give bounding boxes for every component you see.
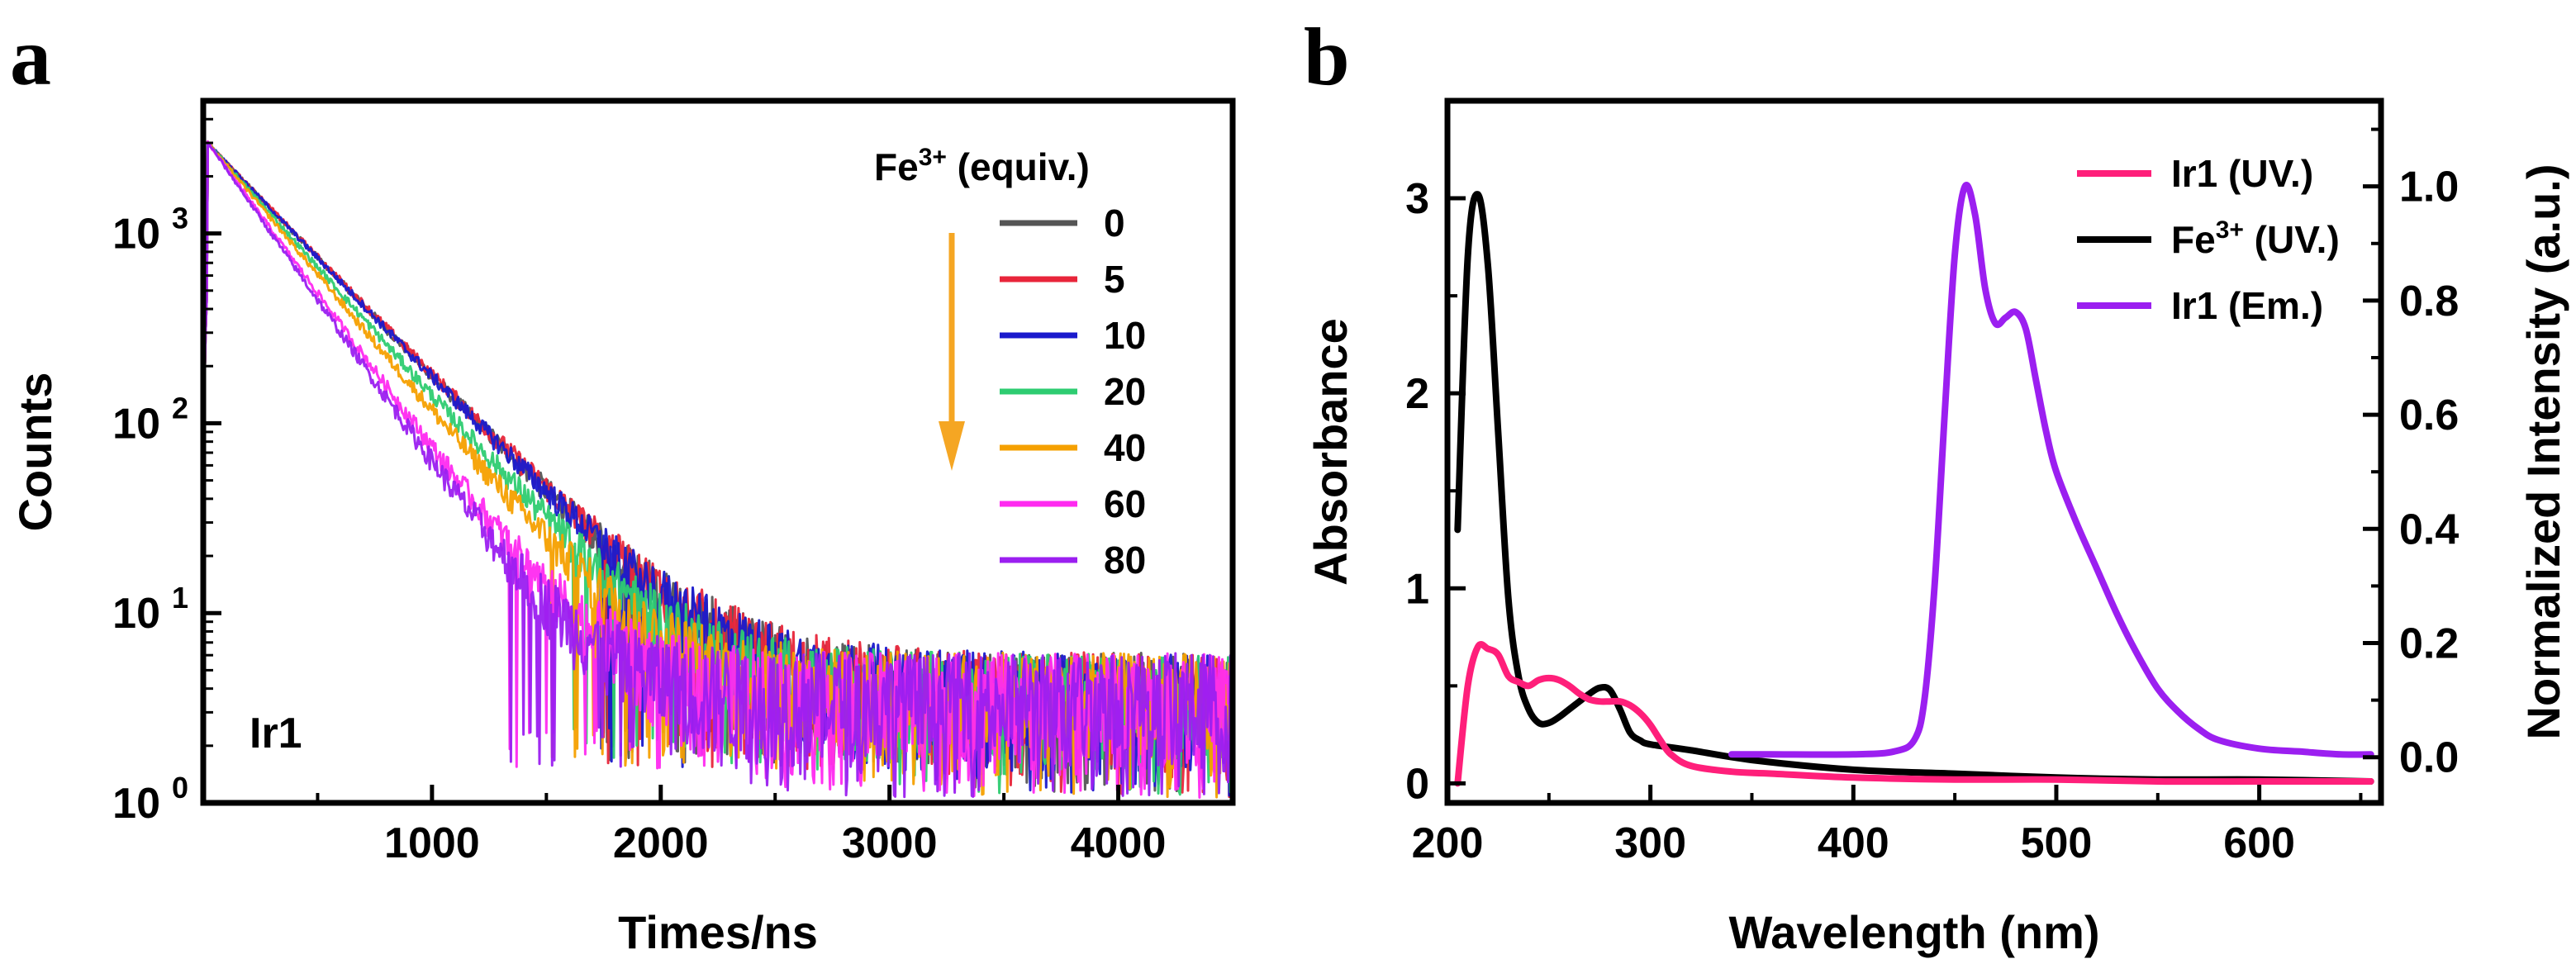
panel-label-a: a — [10, 11, 51, 102]
panel-a-x-ticks: 1000 2000 3000 4000 — [316, 785, 1167, 867]
panel-b-legend: Ir1 (UV.) Fe3+ (UV.) Ir1 (Em.) — [2077, 152, 2340, 327]
panel-a-legend-label-0: 0 — [1104, 202, 1125, 244]
panel-b-x-tick-label: 600 — [2223, 819, 2295, 867]
panel-b-y-tick-label: 1 — [1405, 565, 1429, 613]
panel-b-x-tick-label: 200 — [1412, 819, 1484, 867]
panel-a-series-group — [203, 140, 1233, 803]
panel-a-x-axis-title: Times/ns — [618, 906, 818, 958]
panel-b-right-y-tick-label: 1.0 — [2399, 164, 2459, 211]
panel-b-series-ir1-em-line — [1728, 182, 2374, 758]
panel-b-y-ticks: 0 1 2 3 — [1405, 175, 1466, 808]
panel-a-y-tick-exponent: 2 — [172, 391, 188, 425]
panel-b-series-group — [1454, 182, 2374, 787]
panel-b-right-y-tick-label: 0.2 — [2399, 620, 2459, 668]
panel-a-annotation-ir1: Ir1 — [250, 710, 302, 757]
panel-b-x-tick-label: 400 — [1818, 819, 1889, 867]
panel-a-y-tick-exponent: 0 — [172, 771, 188, 805]
panel-a-y-tick-label: 10 — [112, 211, 160, 259]
panel-a-legend-label-20: 20 — [1104, 370, 1146, 413]
panel-a-y-tick-exponent: 1 — [172, 581, 188, 615]
panel-a-y-tick-label: 10 — [112, 780, 160, 828]
panel-b-frame — [1444, 97, 2384, 806]
panel-a-y-tick-label: 10 — [112, 400, 160, 448]
panel-a-x-tick-label: 1000 — [384, 819, 480, 867]
panel-b-right-y-ticks: 0.0 0.2 0.4 0.6 0.8 1.0 — [2363, 127, 2459, 782]
panel-a-legend-title: Fe3+ (equiv.) — [874, 144, 1090, 188]
panel-label-b: b — [1304, 11, 1350, 102]
panel-b-y-tick-label: 3 — [1405, 175, 1429, 223]
panel-b-right-y-axis-title: Normalized Intensity (a.u.) — [2517, 164, 2569, 740]
panel-b-legend-label: Fe3+ (UV.) — [2171, 216, 2340, 261]
arrow-head — [939, 421, 965, 471]
panel-a-legend-label-80: 80 — [1104, 539, 1146, 582]
panel-b-y-tick-label: 0 — [1405, 760, 1429, 808]
panel-a-x-tick-label: 3000 — [842, 819, 938, 867]
panel-b-x-ticks: 200 300 400 500 600 — [1412, 785, 2363, 867]
panel-b-y-axis-title: Absorbance — [1305, 318, 1357, 586]
panel-b-legend-label: Ir1 (UV.) — [2171, 152, 2313, 195]
panel-a-chart: 1000 2000 3000 4000 10 0 10 1 10 2 10 3 Times/ns C… — [9, 97, 1236, 958]
panel-b-right-y-tick-label: 0.8 — [2399, 278, 2459, 325]
panel-b-x-tick-label: 300 — [1614, 819, 1686, 867]
decreasing-arrow-icon — [939, 233, 965, 471]
panel-a-y-tick-label: 10 — [112, 590, 160, 638]
panel-a-x-tick-label: 4000 — [1071, 819, 1167, 867]
panel-a-series-80-line — [203, 141, 1233, 803]
panel-a-y-ticks: 10 0 10 1 10 2 10 3 — [112, 99, 221, 828]
panel-a-x-tick-label: 2000 — [613, 819, 709, 867]
panel-a-legend: 0 5 10 20 40 60 80 — [1000, 202, 1146, 582]
panel-b-x-tick-label: 500 — [2021, 819, 2093, 867]
panel-a-legend-label-40: 40 — [1104, 426, 1146, 469]
panel-a-legend-label-60: 60 — [1104, 482, 1146, 525]
panel-b-series-ir1-uv-line — [1454, 641, 2374, 787]
panel-b-series-fe3-uv-line — [1454, 191, 2374, 785]
panel-b-right-y-tick-label: 0.4 — [2399, 506, 2459, 553]
panel-a-legend-label-10: 10 — [1104, 314, 1146, 357]
panel-b-right-y-tick-label: 0.0 — [2399, 734, 2459, 782]
panel-b-legend-label: Ir1 (Em.) — [2171, 284, 2323, 327]
panel-b-x-axis-title: Wavelength (nm) — [1728, 906, 2099, 958]
panel-a-y-tick-exponent: 3 — [172, 202, 188, 235]
panel-b-right-y-tick-label: 0.6 — [2399, 392, 2459, 439]
panel-a-y-axis-title: Counts — [9, 373, 61, 532]
panel-b-y-tick-label: 2 — [1405, 370, 1429, 418]
panel-a-legend-label-5: 5 — [1104, 258, 1125, 301]
